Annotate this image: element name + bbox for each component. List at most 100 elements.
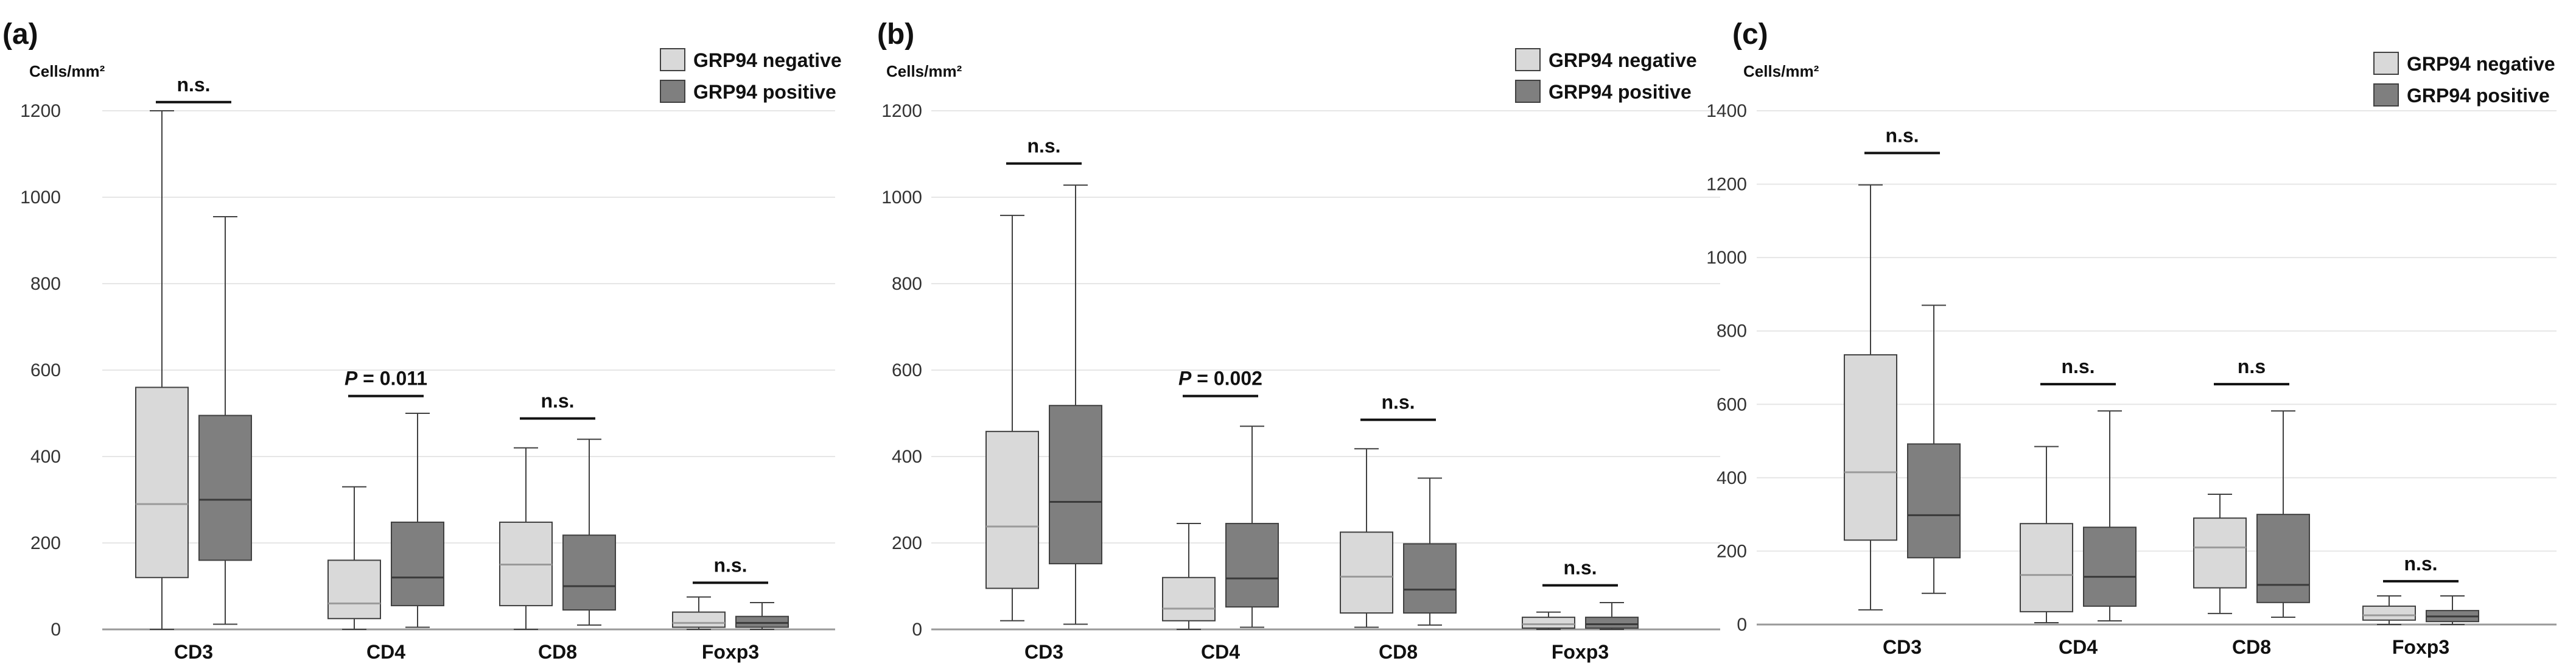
iqr-box — [1403, 543, 1457, 614]
significance-annotation: n.s. — [1864, 124, 1940, 155]
significance-label: n.s. — [541, 390, 574, 412]
legend-swatch — [1515, 48, 1541, 71]
x-tick-label: CD3 — [1883, 636, 1922, 658]
box-grp94-negative-cd4 — [1162, 523, 1216, 630]
significance-annotation: P = 0.002 — [1178, 368, 1262, 397]
significance-annotation: P = 0.011 — [345, 368, 427, 397]
y-tick-label: 400 — [1717, 468, 1747, 488]
iqr-box — [1340, 531, 1393, 614]
x-tick-label: Foxp3 — [2392, 636, 2449, 658]
y-tick-label: 1200 — [881, 101, 922, 121]
significance-label: P = 0.002 — [1178, 368, 1262, 390]
y-tick-label: 600 — [30, 360, 61, 380]
iqr-box — [1049, 405, 1102, 565]
y-tick-label: 800 — [30, 274, 61, 294]
significance-text: = 0.011 — [357, 368, 427, 390]
y-tick-label: 600 — [1717, 394, 1747, 415]
p-value-symbol: P — [345, 368, 358, 390]
significance-text: n.s. — [2404, 553, 2437, 575]
y-tick-label: 1000 — [1706, 248, 1747, 268]
panel-label: (a) — [2, 18, 38, 51]
significance-text: n.s. — [713, 554, 747, 576]
significance-annotation: n.s. — [2040, 355, 2116, 386]
y-tick-label: 0 — [51, 620, 61, 640]
iqr-box — [391, 521, 444, 606]
y-tick-label: 800 — [892, 274, 922, 294]
box-grp94-negative-cd4 — [2020, 446, 2073, 623]
panel-label: (c) — [1732, 18, 1768, 51]
y-axis-unit-label: Cells/mm² — [1743, 62, 1819, 80]
box-grp94-negative-cd3 — [1844, 184, 1897, 611]
box-grp94-positive-cd3 — [198, 215, 252, 625]
iqr-box — [327, 559, 381, 620]
legend-label: GRP94 negative — [2407, 53, 2555, 75]
box-grp94-negative-cd8 — [2193, 493, 2247, 614]
y-axis-unit-label: Cells/mm² — [29, 62, 105, 80]
legend: GRP94 negative GRP94 positive — [1515, 48, 1697, 103]
significance-label: n.s. — [1381, 391, 1415, 413]
box-grp94-positive-cd3 — [1907, 304, 1961, 594]
significance-annotation: n.s. — [1006, 135, 1082, 165]
significance-label: n.s. — [1563, 557, 1597, 579]
significance-text: n.s. — [1381, 391, 1415, 413]
y-tick-label: 800 — [1717, 321, 1747, 341]
significance-annotation: n.s. — [693, 554, 768, 584]
box-grp94-positive-cd3 — [1049, 184, 1102, 625]
significance-text: n.s. — [541, 390, 574, 412]
significance-label: P = 0.011 — [345, 368, 427, 390]
x-tick-label: CD8 — [538, 641, 577, 663]
y-tick-label: 1000 — [20, 187, 61, 208]
x-tick-label: CD8 — [2232, 636, 2271, 658]
significance-text: n.s. — [1885, 124, 1919, 146]
significance-label: n.s. — [2061, 355, 2095, 377]
y-tick-label: 0 — [912, 620, 922, 640]
y-tick-label: 600 — [892, 360, 922, 380]
y-tick-label: 1200 — [1706, 175, 1747, 195]
x-tick-label: CD3 — [174, 641, 213, 663]
x-tick-label: Foxp3 — [702, 641, 759, 663]
box-grp94-negative-cd8 — [499, 447, 553, 630]
box-grp94-positive-foxp3 — [1585, 601, 1639, 630]
y-tick-label: 1200 — [20, 101, 61, 121]
iqr-box — [2362, 605, 2416, 621]
legend-label: GRP94 negative — [693, 49, 842, 71]
y-tick-label: 200 — [892, 533, 922, 553]
panel-1: (a) Cells/mm² 0 200 400 600 800 1000 1200 CD3 CD4 C… — [2, 18, 842, 663]
iqr-box — [198, 415, 252, 561]
box-grp94-negative-foxp3 — [1522, 611, 1575, 630]
box-grp94-negative-cd3 — [135, 110, 189, 630]
legend-label: GRP94 positive — [1549, 81, 1692, 103]
legend: GRP94 negative GRP94 positive — [2373, 52, 2555, 107]
y-tick-label: 200 — [30, 533, 61, 553]
y-tick-label: 400 — [892, 447, 922, 467]
significance-text: = 0.002 — [1191, 368, 1262, 390]
p-value-symbol: P — [1178, 368, 1192, 390]
iqr-box — [985, 430, 1039, 589]
significance-annotation: n.s. — [156, 74, 231, 103]
panel-3: (c) Cells/mm² 0 200 400 600 800 1000 1200 1400 CD3… — [1706, 18, 2557, 658]
significance-text: n.s. — [1563, 557, 1597, 579]
legend-swatch — [2373, 52, 2399, 75]
y-tick-label: 400 — [30, 447, 61, 467]
significance-label: n.s — [2238, 355, 2266, 377]
iqr-box — [2256, 514, 2310, 603]
y-tick-label: 0 — [1737, 615, 1747, 635]
significance-label: n.s. — [713, 554, 747, 576]
box-grp94-positive-cd8 — [562, 438, 616, 626]
legend-swatch — [1515, 80, 1541, 103]
iqr-box — [1907, 443, 1961, 559]
box-grp94-negative-cd3 — [985, 214, 1039, 621]
iqr-box — [2083, 527, 2137, 607]
x-tick-label: CD4 — [1201, 641, 1240, 663]
significance-label: n.s. — [177, 74, 210, 96]
panel-2: (b) Cells/mm² 0 200 400 600 800 1000 1200 CD3 CD4 C… — [877, 18, 1720, 663]
significance-label: n.s. — [2404, 553, 2437, 575]
iqr-box — [1585, 617, 1639, 629]
x-tick-label: CD8 — [1379, 641, 1418, 663]
legend-label: GRP94 positive — [693, 81, 836, 103]
significance-text: n.s. — [1027, 135, 1060, 157]
significance-label: n.s. — [1027, 135, 1060, 157]
iqr-box — [2193, 517, 2247, 589]
iqr-box — [1225, 523, 1279, 608]
